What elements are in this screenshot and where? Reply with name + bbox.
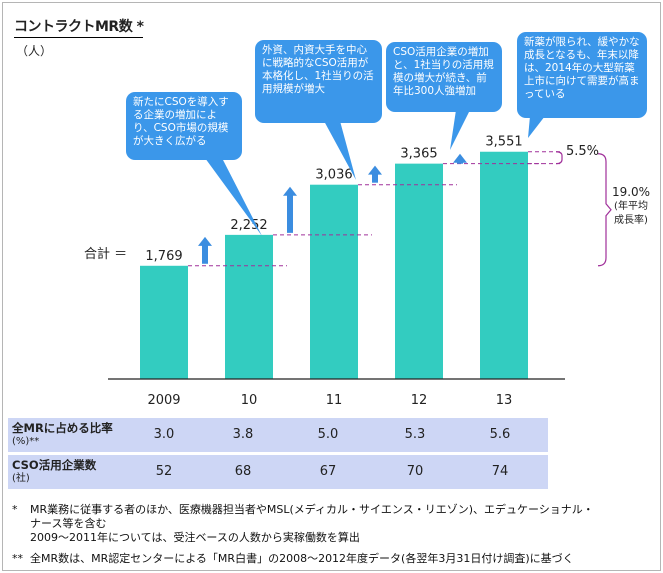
value-label-13: 3,551 — [485, 135, 522, 150]
footnote-text: ナース等を含む — [30, 517, 107, 530]
table-cell: 68 — [234, 464, 252, 479]
bracket-large — [597, 153, 612, 267]
callout-tail-2011 — [324, 121, 356, 180]
x-tick-label-13: 13 — [496, 393, 513, 408]
table-cell: 74 — [491, 464, 509, 479]
footnote-text: 全MR数は、MR認定センターによる「MR白書」の2008〜2012年度データ(各… — [30, 552, 574, 565]
table-cell: 5.0 — [317, 427, 339, 442]
bar-2009 — [140, 265, 188, 379]
unit-label: （人） — [16, 44, 53, 58]
footnote-mark: ** — [12, 552, 23, 565]
x-tick-label-2009: 2009 — [147, 393, 180, 408]
row-label-text: 全MRに占める比率 — [12, 421, 113, 435]
value-label-12: 3,365 — [400, 147, 437, 162]
table-cell: 5.3 — [404, 427, 426, 442]
growth-label-2013: 5.5% — [566, 144, 600, 159]
table-row-mr-share: 全MRに占める比率 (%)** 3.0 3.8 5.0 5.3 5.6 — [8, 418, 548, 452]
bar-11 — [310, 184, 358, 379]
value-label-2009: 1,769 — [145, 249, 182, 264]
cagr-note-2: 成長率) — [614, 215, 648, 226]
bar-12 — [395, 163, 443, 379]
total-label: 合計 ＝ — [84, 247, 128, 262]
callout-tail-2012 — [450, 110, 470, 150]
callout-tail-2013 — [528, 116, 545, 138]
table-cell: 70 — [406, 464, 424, 479]
value-label-11: 3,036 — [315, 168, 352, 183]
footnote-1: * MR業務に従事する者のほか、医療機器担当者やMSL(メディカル・サイエンス・リ… — [12, 503, 594, 545]
table-cell: 3.8 — [232, 427, 254, 442]
table-cell: 5.6 — [489, 427, 511, 442]
value-label-10: 2,252 — [230, 218, 267, 233]
bar-10 — [225, 234, 273, 379]
x-tick-label-10: 10 — [241, 393, 258, 408]
row-label-unit: (%)** — [12, 436, 40, 447]
bracket-small — [555, 151, 563, 165]
table-row-label: 全MRに占める比率 (%)** — [12, 422, 113, 448]
x-tick-label-11: 11 — [326, 393, 343, 408]
cagr-note-1: (年平均 — [614, 201, 648, 212]
chart-title: コントラクトMR数 * — [14, 16, 144, 38]
table-cell: 52 — [155, 464, 173, 479]
callout-2012: CSO活用企業の増加と、1社当りの活用規模の増大が続き、前年比300人強増加 — [386, 42, 502, 112]
table-row-cso-companies: CSO活用企業数 (社) 52 68 67 70 74 — [8, 455, 548, 489]
table-cell: 67 — [319, 464, 337, 479]
growth-arrow-icon — [453, 153, 467, 164]
callout-2013: 新薬が限られ、緩やかな成長となるも、年末以降は、2014年の大型新薬上市に向けて… — [517, 32, 647, 118]
footnote-mark: * — [12, 503, 18, 516]
bar-13 — [480, 151, 528, 379]
table-row-label: CSO活用企業数 (社) — [12, 459, 96, 485]
x-tick-label-12: 12 — [411, 393, 428, 408]
growth-arrow-icon — [283, 186, 297, 233]
cagr-value: 19.0% — [611, 185, 651, 199]
footnote-text: 2009〜2011年については、受注ベースの人数から実稼働数を算出 — [30, 531, 360, 544]
footnote-text: MR業務に従事する者のほか、医療機器担当者やMSL(メディカル・サイエンス・リエ… — [30, 503, 594, 516]
row-label-unit: (社) — [12, 473, 30, 484]
callout-2010: 新たにCSOを導入する企業の増加により、CSO市場の規模が大きく広がる — [126, 92, 242, 160]
cagr-label: 19.0% (年平均 成長率) — [605, 186, 657, 227]
callout-tail-2010 — [205, 158, 262, 236]
footnote-2: ** 全MR数は、MR認定センターによる「MR白書」の2008〜2012年度データ… — [12, 552, 574, 566]
table-cell: 3.0 — [153, 427, 175, 442]
callout-2011: 外資、内資大手を中心に戦略的なCSO活用が本格化し、1社当りの活用規模が増大 — [255, 40, 382, 123]
row-label-text: CSO活用企業数 — [12, 458, 97, 472]
growth-arrow-icon — [368, 165, 382, 183]
growth-arrow-icon — [198, 236, 212, 264]
